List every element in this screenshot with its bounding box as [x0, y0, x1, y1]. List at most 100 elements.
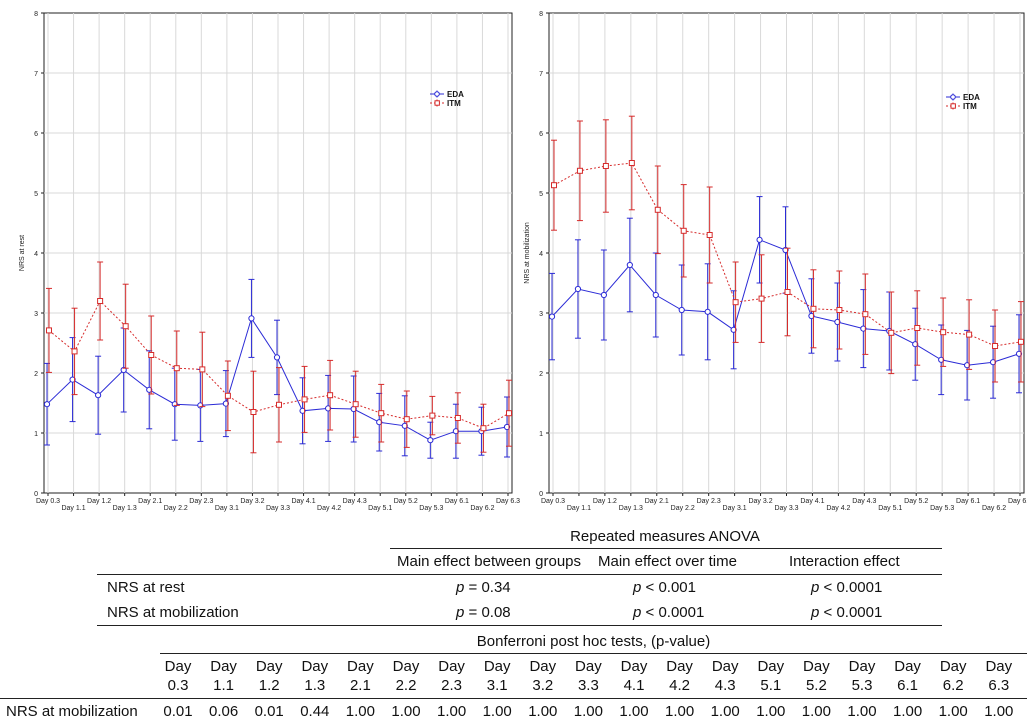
bonferroni-col-number: 5.1	[760, 677, 782, 694]
y-tick-label: 2	[34, 371, 38, 378]
anova-header-groups: Main effect between groups	[397, 553, 582, 570]
bonferroni-value: 0.44	[300, 703, 330, 720]
y-tick-label: 0	[34, 491, 38, 498]
data-point	[836, 307, 843, 313]
x-tick-label: Day 1.2	[593, 498, 617, 505]
data-point	[732, 299, 739, 306]
x-tick-label: Day 6.1	[956, 498, 980, 505]
bonferroni-col-day: Day	[575, 658, 602, 675]
data-point	[248, 315, 255, 322]
bonferroni-value: 0.01	[163, 703, 193, 720]
bonferroni-value: 1.00	[756, 703, 786, 720]
bonferroni-value: 1.00	[664, 703, 695, 720]
x-tick-label: Day 5.1	[368, 505, 392, 512]
x-tick-label: Day 6.2	[470, 505, 494, 512]
y-tick-label: 3	[34, 311, 38, 318]
bonferroni-value: 1.00	[482, 703, 512, 720]
data-point	[678, 306, 685, 314]
y-axis-label: NRS at rest	[19, 235, 26, 271]
x-tick-label: Day 4.3	[852, 498, 876, 505]
legend-marker	[950, 94, 956, 100]
data-point	[966, 331, 973, 338]
data-point	[480, 425, 487, 432]
bonferroni-title-rule	[160, 653, 1027, 654]
bonferroni-value: 1.00	[619, 703, 649, 720]
bonferroni-col-day: Day	[255, 658, 283, 675]
bonferroni-col-day: Day	[848, 658, 876, 675]
data-point	[506, 410, 512, 417]
bonferroni-table: Bonferroni post hoc tests, (p-value) Day…	[0, 630, 1027, 725]
bonferroni-col-number: 1.3	[304, 677, 326, 694]
bonferroni-value: 0.01	[254, 703, 284, 720]
x-tick-label: Day 5.3	[930, 505, 954, 512]
bonferroni-col-number: 3.3	[577, 677, 599, 694]
x-tick-label: Day 6.3	[496, 498, 520, 505]
legend-label-itm: ITM	[447, 99, 461, 108]
data-point	[403, 416, 410, 423]
data-point	[452, 428, 459, 435]
bonferroni-col-number: 4.2	[669, 677, 691, 694]
bonferroni-col-number: 0.3	[167, 677, 189, 694]
bonferroni-col-day: Day	[757, 658, 785, 675]
data-point	[808, 312, 815, 320]
y-tick-label: 6	[539, 131, 543, 138]
bonferroni-value: 1.00	[436, 703, 467, 720]
bonferroni-col-day: Day	[301, 658, 329, 675]
data-point	[914, 325, 921, 331]
data-point	[888, 329, 895, 336]
anova-title-rule	[390, 548, 942, 549]
data-point	[992, 343, 999, 349]
bonferroni-col-day: Day	[894, 658, 921, 675]
bonferroni-col-number: 6.1	[897, 677, 919, 694]
x-tick-label: Day 0.3	[541, 498, 565, 505]
x-tick-label: Day 5.2	[394, 498, 418, 505]
data-point	[784, 289, 791, 295]
x-tick-label: Day 4.1	[291, 498, 315, 505]
data-point	[401, 422, 408, 429]
data-point	[730, 326, 737, 333]
data-point	[95, 392, 102, 399]
y-tick-label: 8	[34, 11, 38, 18]
x-tick-label: Day 6.2	[982, 505, 1006, 512]
data-point	[503, 423, 511, 431]
data-point	[299, 407, 306, 414]
anova-bottom-rule	[97, 625, 942, 626]
x-tick-label: Day 4.3	[343, 498, 367, 505]
data-point	[224, 392, 231, 399]
anova-cell: p < 0.0001	[633, 604, 705, 621]
legend-marker	[950, 103, 956, 109]
bonferroni-col-number: 1.1	[213, 677, 235, 694]
data-point	[378, 410, 385, 417]
bonferroni-col-number: 2.2	[395, 677, 417, 694]
x-tick-label: Day 1.3	[113, 505, 137, 512]
y-tick-label: 4	[34, 251, 38, 258]
x-tick-label: Day 1.3	[619, 505, 643, 512]
data-point	[376, 419, 383, 426]
anova-cell: p < 0.001	[633, 579, 696, 596]
bonferroni-col-day: Day	[711, 658, 739, 675]
data-point	[273, 354, 281, 361]
anova-table: Repeated measures ANOVA Main effect betw…	[0, 525, 1027, 626]
data-point	[276, 401, 282, 408]
x-tick-label: Day 0.3	[36, 498, 60, 505]
bonferroni-col-day: Day	[529, 658, 557, 675]
x-tick-label: Day 3.1	[215, 505, 239, 512]
bonferroni-col-number: 4.1	[623, 677, 645, 694]
bonferroni-col-number: 2.1	[349, 677, 371, 694]
y-tick-label: 1	[539, 431, 543, 438]
anova-cell: p = 0.34	[456, 579, 511, 596]
bonferroni-col-number: 1.2	[258, 677, 280, 694]
data-point	[964, 362, 971, 369]
bonferroni-col-day: Day	[210, 658, 237, 675]
data-point	[574, 285, 582, 293]
anova-row-label: NRS at rest	[107, 579, 185, 596]
y-tick-label: 5	[34, 191, 38, 198]
data-point	[758, 295, 765, 302]
bonferroni-title: Bonferroni post hoc tests, (p-value)	[476, 633, 711, 650]
data-point	[97, 298, 104, 304]
bonferroni-value: 1.00	[892, 703, 923, 720]
data-point	[756, 236, 763, 243]
bonferroni-col-day: Day	[392, 658, 420, 675]
x-tick-label: Day 1.1	[61, 505, 85, 512]
